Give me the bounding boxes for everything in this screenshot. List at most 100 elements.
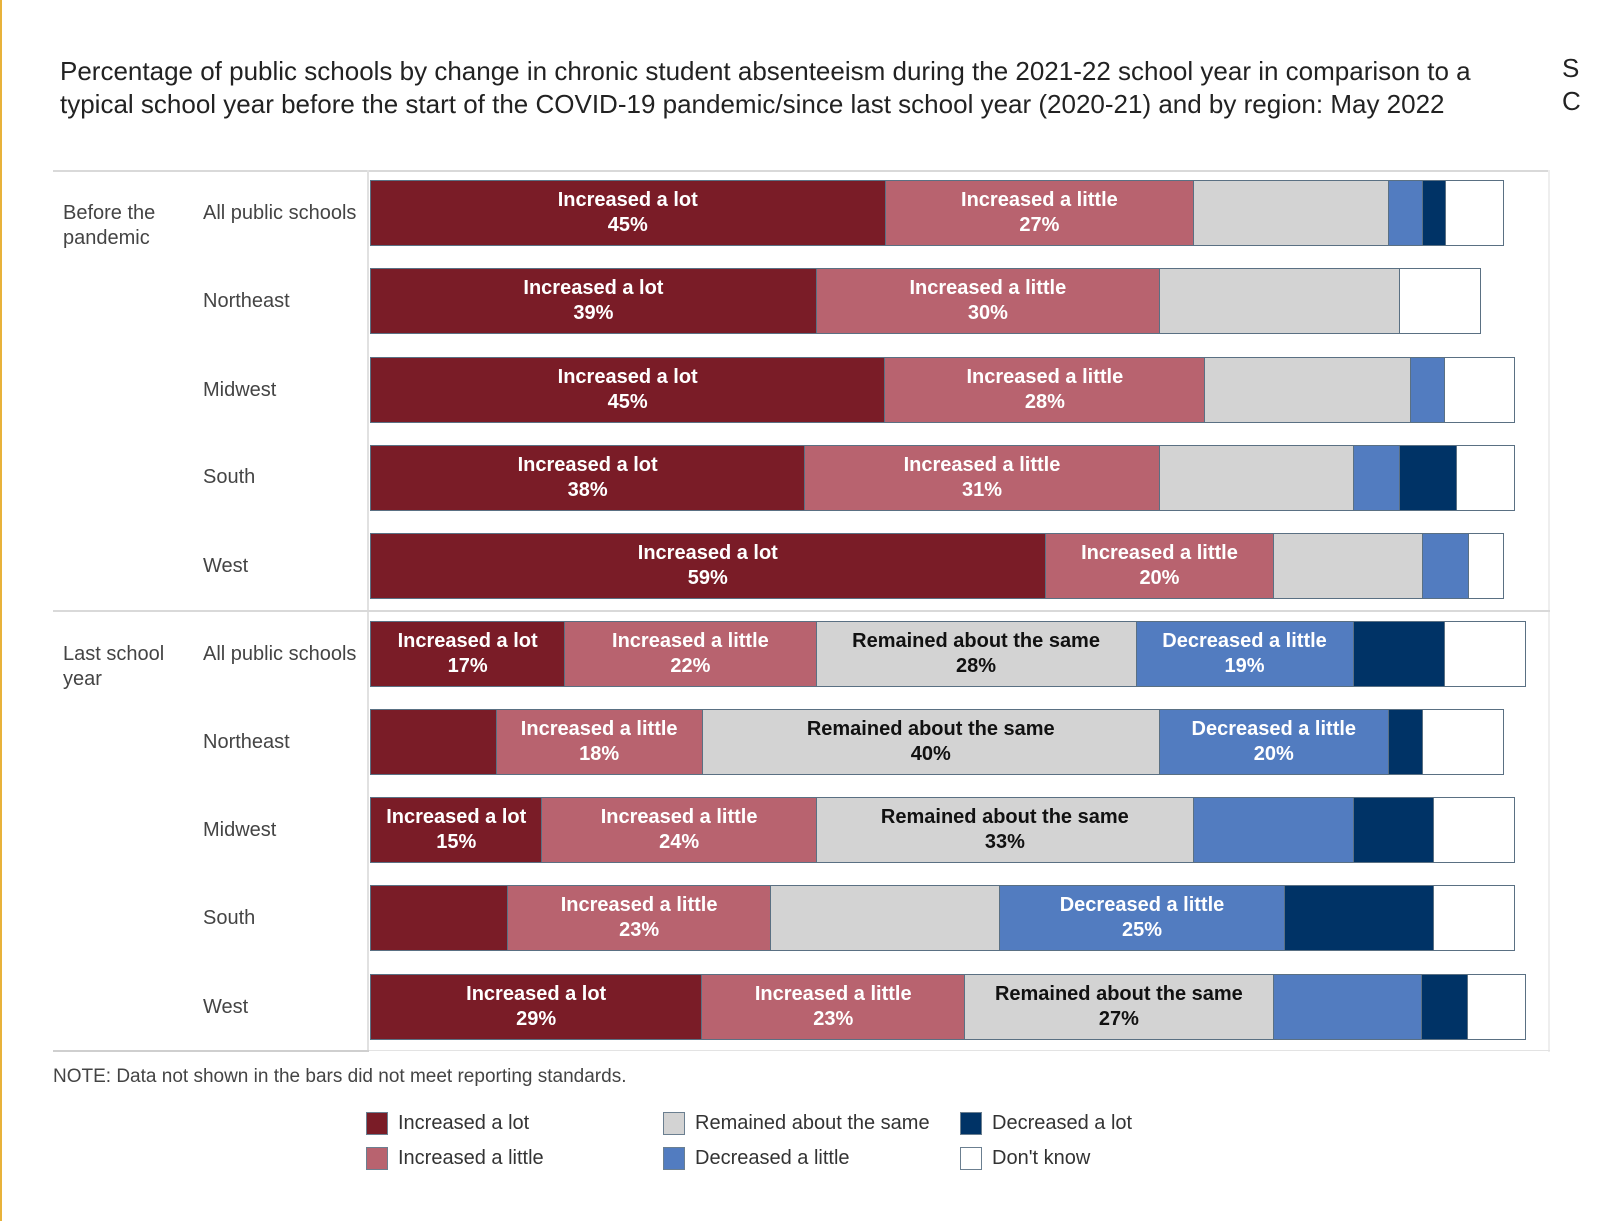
row-label: Northeast [203,290,290,312]
data-label-value: 27% [1098,1008,1139,1030]
group-label-before-pandemic: Before the pandemic [63,202,156,249]
bar-segment-dont-know [1467,975,1525,1039]
bar-segment-increased-a-lot: Increased a lot 45% [371,358,886,422]
bar-segment-dont-know [1445,358,1514,422]
data-label-value: 30% [967,302,1008,324]
bar-segment-remained-about-the-same: Remained about the same 40% [702,710,1160,774]
stacked-bar: Increased a lot 45% Increased a little 28% [370,357,1515,423]
bar-segment-remained-about-the-same [1159,269,1400,333]
stacked-bar: Increased a lot 17% Increased a little 22% R… [370,621,1526,687]
bar-segment-increased-a-lot: Increased a lot 38% [371,446,806,510]
stacked-bar: Increased a lot 29% Increased a little 23% R… [370,974,1526,1040]
bar-segment-decreased-a-little [1353,446,1400,510]
data-label-category: Increased a little [909,277,1067,299]
bar-segment-increased-a-little: Increased a little 31% [805,446,1160,510]
data-label-category: Remained about the same [994,983,1243,1005]
legend-swatch [366,1111,388,1135]
bar-segment-decreased-a-lot [1388,710,1423,774]
data-label-value: 31% [961,479,1002,501]
data-label-value: 33% [984,831,1025,853]
group-label-last-school-year: Last school year [63,643,165,690]
row-label: Midwest [203,379,277,401]
bar-segment-remained-about-the-same [771,886,1000,950]
bar-segment-decreased-a-lot [1422,181,1446,245]
bar-segment-dont-know [1456,446,1514,510]
bar-segment-decreased-a-little: Decreased a little 25% [999,886,1286,950]
row-label: Northeast [203,731,290,753]
data-label-value: 19% [1224,655,1265,677]
data-label-category: Increased a little [961,189,1118,211]
bar-segment-increased-a-lot: Increased a lot 45% [371,181,886,245]
row-label: West [203,555,249,577]
legend-item-dont-know: Don't know [960,1145,1090,1171]
bar-segment-increased-a-lot [371,886,509,950]
stacked-bar: Increased a lot 38% Increased a little 31% [370,445,1515,511]
legend-label: Increased a little [398,1146,544,1169]
data-label-value: 23% [619,919,660,941]
bar-segment-dont-know [1468,534,1503,598]
data-label-category: Increased a lot [386,806,527,828]
bar-segment-remained-about-the-same: Remained about the same 27% [965,975,1274,1039]
bar-segment-remained-about-the-same [1274,534,1423,598]
legend-swatch [960,1111,982,1135]
bar-segment-decreased-a-little [1273,975,1423,1039]
bar-segment-decreased-a-little [1193,798,1354,862]
frame-top-rule [53,170,1550,172]
legend-label: Increased a lot [398,1111,530,1134]
row-label: All public schools [203,643,357,665]
data-label-value: 24% [659,831,700,853]
data-label-value: 23% [813,1008,854,1030]
bar-segment-increased-a-little: Increased a little 23% [508,886,772,950]
data-label-value: 27% [1019,214,1060,236]
stacked-bar: Increased a little 23% Decreased a little 2… [370,885,1515,951]
legend-item-increased-a-little: Increased a little [366,1145,544,1171]
bar-segment-remained-about-the-same: Remained about the same 28% [816,622,1137,686]
bar-segment-increased-a-little: Increased a little 27% [885,181,1195,245]
data-label-value: 20% [1139,567,1180,589]
data-label-value: 15% [436,831,477,853]
stacked-bar: Increased a lot 15% Increased a little 24% R… [370,797,1515,863]
data-label-category: Increased a lot [637,542,778,564]
bar-segment-increased-a-little: Increased a little 30% [816,269,1160,333]
legend-item-decreased-a-little: Decreased a little [663,1145,850,1171]
bar-segment-decreased-a-lot [1353,798,1434,862]
row-label: West [203,996,249,1018]
bar-segment-decreased-a-little [1422,534,1469,598]
legend-item-increased-a-lot: Increased a lot [366,1110,529,1136]
chart-title: Percentage of public schools by change i… [60,56,1471,119]
data-label-category: Increased a little [1081,542,1238,564]
stacked-bar: Increased a lot 45% Increased a little 27% [370,180,1504,246]
data-label-value: 45% [607,391,648,413]
data-label-category: Decreased a little [1162,630,1327,652]
bar-segment-dont-know [1444,622,1525,686]
chart-note: NOTE: Data not shown in the bars did not… [53,1066,627,1087]
data-label-category: Increased a lot [523,277,664,299]
bar-segment-increased-a-lot: Increased a lot 17% [371,622,566,686]
bar-segment-decreased-a-little: Decreased a little 20% [1159,710,1389,774]
stacked-bar: Increased a lot 39% Increased a little 30% [370,268,1481,334]
bar-segment-increased-a-little: Increased a little 23% [702,975,966,1039]
row-label: South [203,466,256,488]
bar-segment-increased-a-little: Increased a little 20% [1045,534,1275,598]
chart-area: Before the pandemic Last school year All… [53,170,1550,1052]
data-label-category: Decreased a little [1191,718,1357,740]
bar-segment-increased-a-little: Increased a little 18% [496,710,703,774]
data-label-category: Increased a little [600,806,758,828]
legend-label: Decreased a little [695,1146,850,1169]
data-label-category: Increased a lot [557,366,698,388]
data-label-category: Increased a lot [397,630,538,652]
bar-segment-dont-know [1445,181,1503,245]
bar-segment-decreased-a-lot [1353,622,1445,686]
bar-segment-dont-know [1433,886,1514,950]
bar-segment-dont-know [1422,710,1503,774]
stacked-bar: Increased a little 18% Remained about the … [370,709,1504,775]
legend-item-remained-about-the-same: Remained about the same [663,1110,930,1136]
bar-segment-decreased-a-lot [1422,975,1468,1039]
data-label-category: Remained about the same [852,630,1100,652]
data-label-category: Increased a little [966,366,1124,388]
data-label-category: Increased a lot [466,983,607,1005]
data-label-category: Remained about the same [880,806,1129,828]
legend: Increased a lot Increased a little Remai… [366,1110,1166,1180]
bar-segment-increased-a-lot [371,710,497,774]
bar-segment-increased-a-lot: Increased a lot 59% [371,534,1046,598]
